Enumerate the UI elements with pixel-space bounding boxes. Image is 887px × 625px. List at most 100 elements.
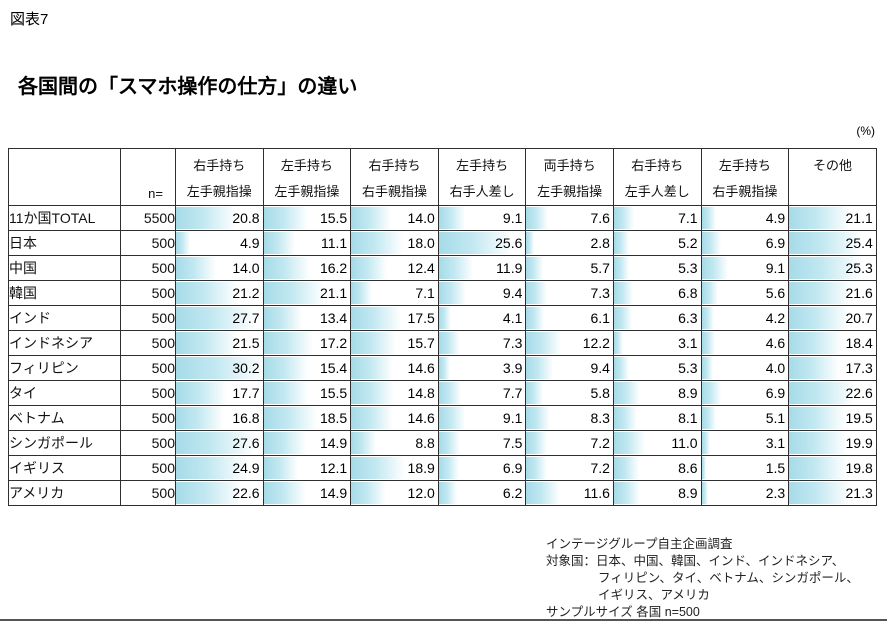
value-text: 18.0: [407, 235, 435, 251]
value-text: 27.7: [232, 310, 260, 326]
value-cell: 8.9: [612, 380, 702, 406]
column-header-line1: 右手持ち: [631, 158, 684, 173]
value-text: 20.7: [845, 310, 873, 326]
value-bar: [702, 207, 716, 229]
n-column-header: n=: [120, 148, 176, 206]
value-bar: [176, 307, 256, 329]
value-cell: 4.0: [700, 355, 790, 381]
value-bar: [702, 232, 722, 254]
value-text: 8.3: [590, 410, 610, 426]
value-cell: 8.1: [612, 405, 702, 431]
value-bar: [264, 232, 296, 254]
value-bar: [614, 457, 639, 479]
value-cell: 6.9: [700, 230, 790, 256]
value-bar: [614, 282, 634, 304]
value-cell: 30.2: [175, 355, 264, 381]
value-text: 7.6: [590, 210, 610, 226]
table-row: ベトナム 500 16.8 18.5 14.6 9.1 8.3 8.1 5.1 19.5: [8, 405, 877, 431]
value-bar: [176, 482, 241, 504]
value-text: 22.6: [232, 485, 260, 501]
value-bar: [176, 207, 236, 229]
value-bar: [439, 382, 461, 404]
value-cell: 5.1: [700, 405, 790, 431]
value-cell: 2.3: [700, 480, 790, 506]
value-cell: 6.3: [612, 305, 702, 331]
country-cell: 中国: [8, 255, 121, 281]
column-header-2: 左手持ち 左手親指操: [262, 148, 352, 206]
value-bar: [526, 332, 562, 354]
value-text: 6.9: [502, 460, 523, 476]
value-cell: 15.4: [262, 355, 352, 381]
value-bar: [702, 307, 714, 329]
table-row: 韓国 500 21.2 21.1 7.1 9.4 7.3 6.8 5.6 21.6: [8, 280, 877, 306]
value-bar: [351, 257, 387, 279]
value-text: 4.0: [765, 360, 786, 376]
value-bar: [351, 432, 377, 454]
value-bar: [351, 382, 394, 404]
value-bar: [351, 457, 406, 479]
value-text: 6.1: [590, 310, 610, 326]
data-table: n= 右手持ち 左手親指操 左手持ち 左手親指操 右手持ち 右手親指操 左手持ち 右手人差し 両手…: [8, 148, 877, 506]
value-cell: 4.9: [175, 230, 264, 256]
value-text: 21.3: [845, 485, 873, 501]
value-cell: 8.8: [350, 430, 439, 456]
value-bar: [702, 282, 718, 304]
value-cell: 18.9: [350, 455, 439, 481]
value-cell: 14.9: [262, 430, 352, 456]
value-text: 21.1: [319, 285, 348, 301]
value-cell: 17.5: [350, 305, 439, 331]
value-cell: 24.9: [175, 455, 264, 481]
value-text: 14.9: [319, 485, 348, 501]
value-bar: [789, 457, 846, 479]
country-cell: 日本: [8, 230, 121, 256]
value-text: 5.2: [678, 235, 698, 251]
value-cell: 9.1: [700, 255, 790, 281]
value-text: 7.2: [590, 460, 610, 476]
country-cell: 11か国TOTAL: [8, 205, 121, 231]
value-bar: [789, 282, 852, 304]
table-row: インドネシア 500 21.5 17.2 15.7 7.3 12.2 3.1 4.6 18.4: [8, 330, 877, 356]
value-cell: 9.4: [525, 355, 614, 381]
value-cell: 2.8: [525, 230, 614, 256]
value-text: 8.6: [678, 460, 698, 476]
value-cell: 5.6: [700, 280, 790, 306]
column-header-line2: 右手親指操: [361, 184, 427, 199]
corner-cell: [8, 148, 121, 206]
value-cell: 5.2: [612, 230, 702, 256]
value-cell: 18.0: [350, 230, 439, 256]
country-cell: インドネシア: [8, 330, 121, 356]
n-cell: 500: [120, 455, 176, 481]
value-text: 25.4: [845, 235, 873, 251]
value-bar: [439, 307, 451, 329]
column-header-line2: 左手人差し: [624, 184, 690, 199]
bottom-rule: [0, 619, 887, 621]
n-cell: 500: [120, 380, 176, 406]
column-header-line1: 左手持ち: [280, 158, 333, 173]
value-cell: 7.7: [437, 380, 527, 406]
value-text: 30.2: [232, 360, 260, 376]
country-cell: アメリカ: [8, 480, 121, 506]
value-text: 8.1: [678, 410, 698, 426]
value-bar: [702, 432, 711, 454]
value-text: 9.4: [590, 360, 610, 376]
value-cell: 4.1: [437, 305, 527, 331]
value-bar: [789, 257, 862, 279]
value-text: 5.3: [678, 360, 698, 376]
column-header-line2: 左手親指操: [274, 184, 340, 199]
value-cell: 6.2: [437, 480, 527, 506]
value-text: 5.7: [590, 260, 610, 276]
value-text: 7.1: [415, 285, 435, 301]
value-bar: [176, 407, 225, 429]
value-text: 14.8: [407, 385, 435, 401]
value-cell: 16.2: [262, 255, 352, 281]
value-bar: [351, 307, 402, 329]
value-cell: 4.6: [700, 330, 790, 356]
value-text: 19.5: [845, 410, 873, 426]
value-text: 18.5: [319, 410, 348, 426]
value-bar: [176, 332, 238, 354]
value-bar: [264, 307, 303, 329]
value-text: 21.5: [232, 335, 260, 351]
value-bar: [526, 382, 543, 404]
value-bar: [351, 207, 392, 229]
country-cell: 韓国: [8, 280, 121, 306]
